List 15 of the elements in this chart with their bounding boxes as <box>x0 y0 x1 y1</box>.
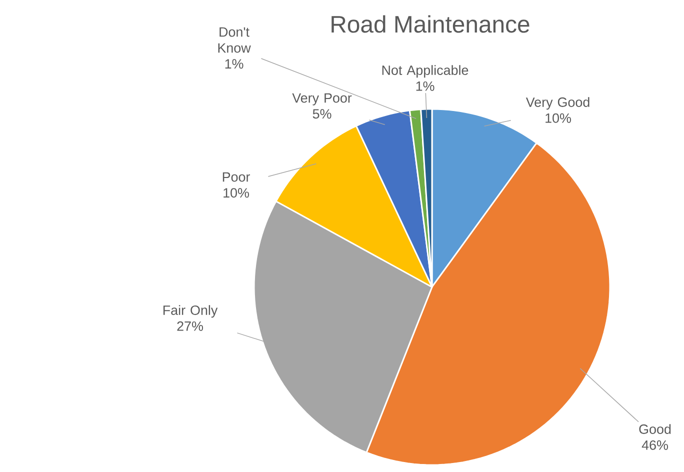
slice-label: Very Poor <box>292 93 352 106</box>
data-label: 27% <box>177 321 203 331</box>
slice-label: Good <box>639 424 671 434</box>
chart-title: Road Maintenance <box>332 15 530 33</box>
data-label: 1% <box>416 81 434 91</box>
data-label: 10% <box>224 188 249 198</box>
slice-label: Not Applicable <box>382 65 468 78</box>
data-label: 1% <box>225 59 244 69</box>
slice-label: Don't Know <box>218 27 251 53</box>
slice-label: Poor <box>222 172 250 182</box>
slice-label: Very Good <box>526 97 590 110</box>
slice-label: Fair Only <box>163 305 218 318</box>
data-label: 10% <box>546 113 571 123</box>
data-label: 5% <box>312 109 332 119</box>
data-label: 46% <box>642 440 668 450</box>
